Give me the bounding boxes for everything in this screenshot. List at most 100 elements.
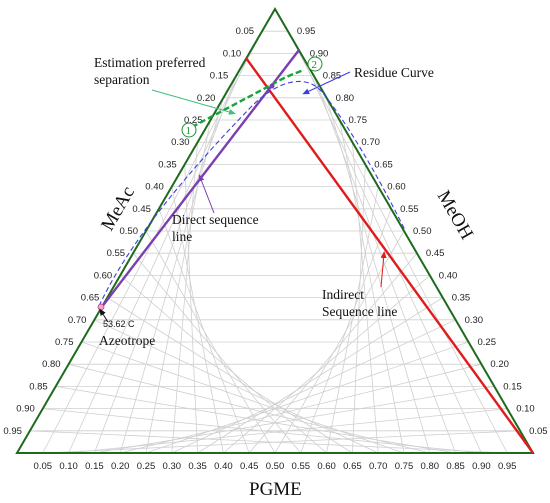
azeotrope-label: Azeotrope [99, 333, 155, 348]
right-tick-label: 0.50 [413, 226, 432, 237]
left-tick-label: 0.50 [120, 226, 139, 237]
left-tick-label: 0.90 [16, 404, 35, 415]
circle-1-label: 1 [186, 125, 192, 137]
left-edge-arrow [63, 361, 71, 373]
bottom-tick-label: 0.20 [111, 461, 130, 472]
ternary-grid [29, 30, 521, 454]
right-tick-label: 0.25 [478, 337, 497, 348]
left-tick-label: 0.15 [210, 71, 229, 82]
left-tick-label: 0.60 [94, 270, 113, 281]
bottom-tick-label: 0.90 [472, 461, 491, 472]
bottom-tick-label: 0.70 [369, 461, 388, 472]
bottom-tick-label: 0.60 [317, 461, 336, 472]
right-tick-label: 0.85 [323, 71, 342, 82]
grid-line [107, 297, 353, 454]
residue-pointer [302, 71, 351, 95]
axis-title-meoh: MeOH [433, 187, 478, 243]
bottom-tick-label: 0.35 [188, 461, 207, 472]
azeotrope-pointer [99, 308, 109, 323]
left-tick-label: 0.45 [132, 204, 151, 215]
left-tick-label: 0.05 [236, 26, 255, 37]
bottom-tick-label: 0.50 [266, 461, 285, 472]
right-edge-arrow-2 [481, 363, 489, 375]
estimation-label-line2: separation [94, 72, 150, 87]
right-tick-label: 0.55 [400, 204, 419, 215]
azeotrope-point [97, 303, 105, 311]
direct-sequence-line [100, 49, 300, 309]
right-tick-label: 0.80 [336, 93, 355, 104]
intersection-point [269, 83, 275, 89]
grid-line [145, 230, 276, 454]
bottom-tick-label: 0.95 [498, 461, 517, 472]
grid-line [313, 75, 456, 454]
bottom-tick-label: 0.80 [421, 461, 440, 472]
grid-line [119, 275, 327, 454]
right-tick-label: 0.35 [452, 293, 471, 304]
axis-title-pgme: PGME [249, 479, 302, 500]
grid-line [339, 119, 405, 454]
circle-2-marker [307, 56, 323, 72]
grid-line [287, 31, 508, 454]
right-tick-label: 0.20 [490, 359, 509, 370]
bottom-tick-label: 0.30 [163, 461, 182, 472]
right-tick-label: 0.75 [349, 115, 368, 126]
grid-line [55, 386, 456, 454]
left-tick-label: 0.95 [3, 426, 22, 437]
indirect-sequence-label-line1: Indirect [322, 287, 364, 302]
bottom-tick-label: 0.75 [395, 461, 414, 472]
left-tick-label: 0.75 [55, 337, 74, 348]
azeotrope-temperature: 53.62 C [103, 319, 135, 329]
left-tick-label: 0.70 [68, 315, 87, 326]
estimation-arrow-left [195, 119, 206, 126]
left-tick-label: 0.80 [42, 359, 61, 370]
residue-curve-arrow-up [213, 139, 221, 148]
left-tick-label: 0.20 [197, 93, 216, 104]
residue-curve-label: Residue Curve [354, 65, 434, 80]
grid-line [94, 319, 379, 454]
estimation-label-line1: Estimation preferred [94, 55, 206, 70]
left-tick-label: 0.10 [223, 48, 242, 59]
grid-line [300, 208, 392, 454]
bottom-tick-label: 0.55 [292, 461, 311, 472]
estimation-arrow-right [296, 67, 307, 74]
left-tick-label: 0.65 [81, 293, 100, 304]
grid-line [352, 164, 366, 454]
indirect-sequence-line [245, 57, 534, 454]
bottom-tick-label: 0.15 [85, 461, 104, 472]
grid-line [326, 186, 379, 454]
right-tick-label: 0.65 [374, 159, 393, 170]
direct-sequence-label-line1: Direct sequence [172, 212, 259, 227]
right-tick-label: 0.60 [387, 182, 406, 193]
left-tick-label: 0.25 [184, 115, 203, 126]
direct-pointer [198, 174, 215, 214]
left-tick-label: 0.30 [171, 137, 190, 148]
direct-sequence-label-line2: line [172, 229, 192, 244]
bottom-axis-ticks: 0.05 0.10 0.15 0.20 0.25 0.30 0.35 0.40 0.45 0.50… [34, 461, 517, 472]
grid-line [68, 363, 430, 454]
right-tick-label: 0.45 [426, 248, 445, 259]
grid-line [42, 408, 482, 454]
right-tick-label: 0.05 [529, 426, 548, 437]
grid-line [132, 252, 302, 454]
left-edge-arrow-2 [240, 59, 247, 70]
bottom-tick-label: 0.05 [34, 461, 53, 472]
indirect-sequence-label-line2: Sequence line [322, 304, 397, 319]
grid-line [300, 53, 482, 454]
bottom-tick-label: 0.40 [214, 461, 233, 472]
right-tick-label: 0.40 [439, 270, 458, 281]
right-tick-label: 0.30 [465, 315, 484, 326]
right-tick-label: 0.95 [297, 26, 316, 37]
right-axis-ticks: 0.95 0.90 0.85 0.80 0.75 0.70 0.65 0.60 0.55 0.50… [297, 26, 548, 437]
left-tick-label: 0.35 [158, 159, 177, 170]
grid-line [81, 341, 405, 454]
bottom-tick-label: 0.45 [240, 461, 259, 472]
left-axis-ticks: 0.05 0.10 0.15 0.20 0.25 0.30 0.35 0.40 0.45 0.50… [3, 26, 254, 437]
right-tick-label: 0.90 [310, 48, 329, 59]
bottom-tick-label: 0.10 [59, 461, 78, 472]
left-tick-label: 0.55 [107, 248, 126, 259]
estimation-pointer [151, 89, 236, 115]
bottom-tick-label: 0.65 [343, 461, 362, 472]
residue-curve [98, 80, 406, 307]
right-tick-label: 0.70 [361, 137, 380, 148]
